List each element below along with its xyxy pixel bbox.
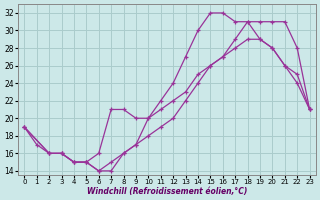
X-axis label: Windchill (Refroidissement éolien,°C): Windchill (Refroidissement éolien,°C) (87, 187, 247, 196)
